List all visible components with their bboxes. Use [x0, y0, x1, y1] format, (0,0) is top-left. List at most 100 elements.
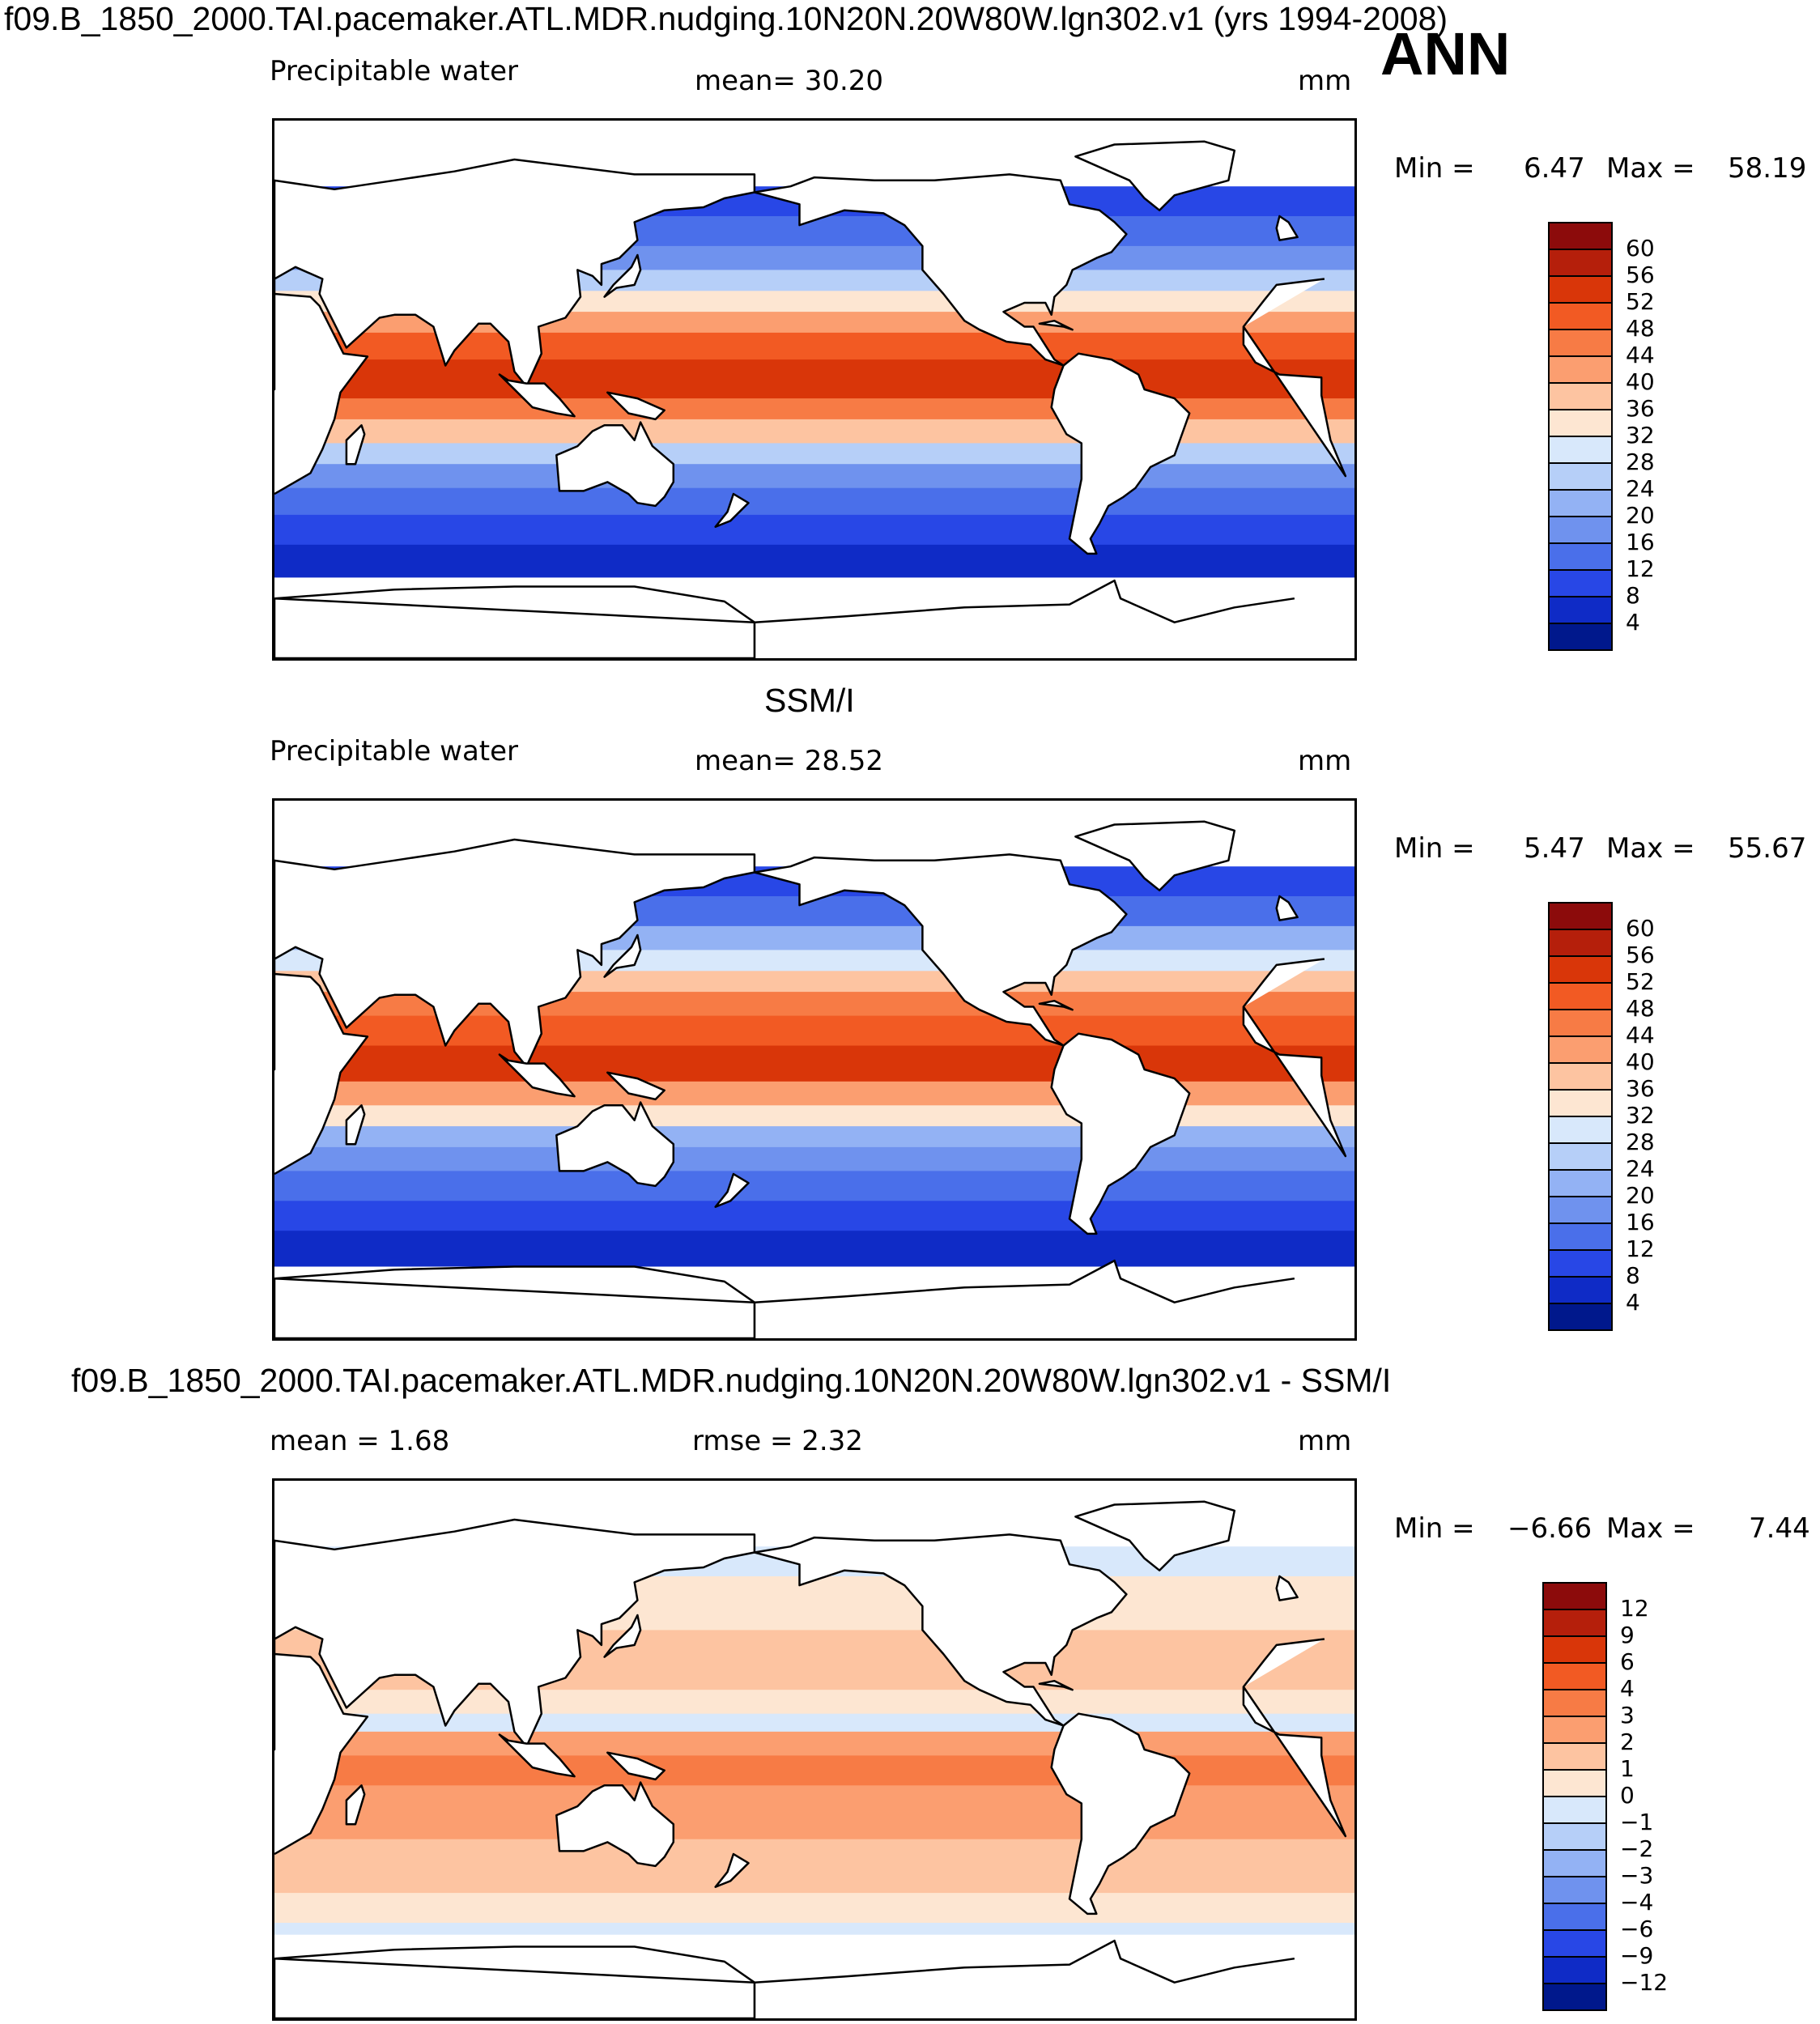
colorbar-swatch: [1548, 409, 1613, 437]
colorbar-tick-label: 60: [1626, 235, 1655, 262]
panel-2-units: mm: [1298, 745, 1352, 777]
colorbar-swatch: [1542, 1582, 1607, 1610]
contour-band: [274, 1171, 1354, 1201]
panel-3-units: mm: [1298, 1425, 1352, 1457]
coastline-indonesia: [498, 1053, 576, 1098]
colorbar-tick-label: 9: [1620, 1622, 1635, 1648]
colorbar-tick-label: 2: [1620, 1728, 1635, 1755]
colorbar-tick-label: 12: [1626, 555, 1655, 582]
colorbar-tick-label: 32: [1626, 422, 1655, 449]
panel-3-min-value: −6.66: [1507, 1512, 1592, 1545]
panel-2-mean-label: mean= 28.52: [695, 745, 884, 777]
panel-1-units: mm: [1298, 65, 1352, 97]
coastline-europe-asia: [274, 158, 756, 391]
colorbar-tick-label: −6: [1620, 1916, 1654, 1942]
colorbar-swatch: [1548, 1062, 1613, 1091]
contour-band: [274, 359, 1354, 399]
colorbar-tick-label: 4: [1620, 1675, 1635, 1702]
colorbar-swatch: [1542, 1796, 1607, 1824]
colorbar-tick-label: −2: [1620, 1835, 1654, 1862]
colorbar-tick-label: −3: [1620, 1862, 1654, 1889]
colorbar-tick-label: 48: [1626, 995, 1655, 1022]
contour-band: [274, 1045, 1354, 1082]
colorbar-swatch: [1548, 275, 1613, 304]
colorbar-swatch: [1548, 596, 1613, 624]
coastline-indonesia: [498, 373, 576, 418]
contour-band: [274, 544, 1354, 578]
panel-2-max-label: Max =: [1606, 832, 1695, 865]
colorbar-tick-label: 20: [1626, 502, 1655, 529]
colorbar-swatch: [1548, 1249, 1613, 1278]
panel-2-min-label: Min =: [1394, 832, 1475, 865]
colorbar-swatch: [1548, 1089, 1613, 1117]
panel-1-max-label: Max =: [1606, 152, 1695, 185]
colorbar-tick-label: 24: [1626, 1155, 1655, 1182]
colorbar-tick-label: 8: [1626, 1262, 1640, 1289]
colorbar-tick-label: 32: [1626, 1102, 1655, 1129]
contour-band: [274, 487, 1354, 516]
map-panel-diff: [272, 1478, 1357, 2021]
colorbar-tick-label: 12: [1626, 1235, 1655, 1262]
colorbar-tick-label: 52: [1626, 968, 1655, 995]
coastline-australia: [555, 1781, 675, 1868]
coastline-borneo-newguinea: [606, 1751, 665, 1781]
colorbar-swatch: [1548, 1035, 1613, 1064]
colorbar-tick-label: −12: [1620, 1969, 1669, 1996]
contour-band: [274, 1713, 1354, 1733]
panel-1-min-label: Min =: [1394, 152, 1475, 185]
colorbar-tick-label: 36: [1626, 395, 1655, 422]
colorbar-tick-label: 28: [1626, 449, 1655, 475]
coastline-australia: [555, 421, 675, 508]
coastline-europe-asia: [274, 838, 756, 1071]
panel-3-mean-label: mean = 1.68: [270, 1425, 450, 1457]
colorbar-tick-label: 4: [1626, 609, 1640, 636]
colorbar-tick-label: 56: [1626, 262, 1655, 288]
colorbar-tick-label: 40: [1626, 368, 1655, 395]
coastline-indonesia: [498, 1733, 576, 1778]
contour-band: [274, 443, 1354, 465]
colorbar-tick-label: 3: [1620, 1702, 1635, 1728]
contour-band: [274, 464, 1354, 489]
colorbar-swatch: [1542, 1662, 1607, 1690]
coastline-africa: [274, 958, 1347, 1176]
colorbar-swatch: [1542, 1742, 1607, 1771]
colorbar-swatch: [1542, 1716, 1607, 1744]
colorbar-swatch: [1548, 355, 1613, 384]
colorbar-tick-label: 1: [1620, 1755, 1635, 1782]
colorbar-swatch: [1548, 462, 1613, 491]
panel-3-max-value: 7.44: [1749, 1512, 1810, 1545]
colorbar-swatch: [1542, 1876, 1607, 1904]
contour-band: [274, 1785, 1354, 1840]
colorbar-tick-label: 44: [1626, 1022, 1655, 1048]
coastline-japan: [603, 933, 642, 978]
map-panel-obs: [272, 798, 1357, 1341]
colorbar-tick-label: 24: [1626, 475, 1655, 502]
colorbar-swatch: [1548, 569, 1613, 597]
contour-band: [274, 1126, 1354, 1148]
colorbar-tick-label: 0: [1620, 1782, 1635, 1809]
coastline-cuba: [1038, 999, 1074, 1011]
colorbar-swatch: [1548, 489, 1613, 517]
colorbar-swatch: [1542, 1689, 1607, 1717]
colorbar-model: 60 56 52 48 44 40 36 32 28 24 20 16 12 8 4: [1548, 222, 1710, 651]
contour-band: [274, 1839, 1354, 1894]
panel-1-variable-label: Precipitable water: [270, 55, 519, 87]
coastline-south-america: [1050, 352, 1191, 555]
coastline-uk: [1275, 895, 1299, 921]
contour-band: [274, 1015, 1354, 1046]
coastline-borneo-newguinea: [606, 391, 665, 421]
coastline-madagascar: [345, 1784, 366, 1826]
colorbar-swatch: [1548, 1142, 1613, 1171]
panel-3-max-label: Max =: [1606, 1512, 1695, 1545]
colorbar-swatch: [1542, 1769, 1607, 1797]
colorbar-swatch: [1548, 382, 1613, 410]
coastline-uk: [1275, 1575, 1299, 1601]
colorbar-swatch: [1548, 982, 1613, 1010]
colorbar-tick-label: 28: [1626, 1129, 1655, 1155]
coastline-antarctica-west: [274, 579, 1295, 658]
contour-band: [274, 1105, 1354, 1127]
coastline-uk: [1275, 215, 1299, 241]
difference-map: [274, 1481, 1354, 2018]
colorbar-tick-label: 12: [1620, 1595, 1649, 1622]
panel-2-variable-label: Precipitable water: [270, 735, 519, 768]
